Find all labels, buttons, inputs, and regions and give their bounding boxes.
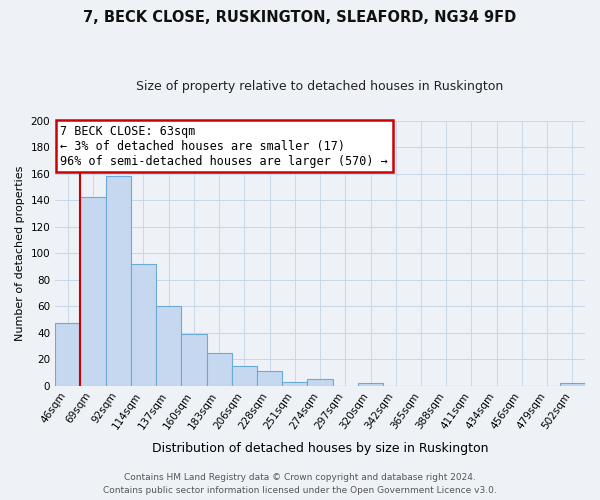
Text: Contains HM Land Registry data © Crown copyright and database right 2024.
Contai: Contains HM Land Registry data © Crown c… bbox=[103, 474, 497, 495]
Bar bbox=[106, 176, 131, 386]
Bar bbox=[307, 379, 332, 386]
Bar bbox=[156, 306, 181, 386]
Title: Size of property relative to detached houses in Ruskington: Size of property relative to detached ho… bbox=[136, 80, 504, 93]
Bar bbox=[257, 371, 282, 386]
Bar bbox=[282, 382, 307, 386]
Text: 7, BECK CLOSE, RUSKINGTON, SLEAFORD, NG34 9FD: 7, BECK CLOSE, RUSKINGTON, SLEAFORD, NG3… bbox=[83, 10, 517, 25]
Bar bbox=[560, 383, 585, 386]
Bar bbox=[232, 366, 257, 386]
Text: 7 BECK CLOSE: 63sqm
← 3% of detached houses are smaller (17)
96% of semi-detache: 7 BECK CLOSE: 63sqm ← 3% of detached hou… bbox=[61, 124, 388, 168]
X-axis label: Distribution of detached houses by size in Ruskington: Distribution of detached houses by size … bbox=[152, 442, 488, 455]
Bar bbox=[181, 334, 206, 386]
Bar bbox=[80, 198, 106, 386]
Bar bbox=[358, 383, 383, 386]
Bar bbox=[55, 324, 80, 386]
Bar bbox=[131, 264, 156, 386]
Y-axis label: Number of detached properties: Number of detached properties bbox=[15, 166, 25, 341]
Bar bbox=[206, 352, 232, 386]
